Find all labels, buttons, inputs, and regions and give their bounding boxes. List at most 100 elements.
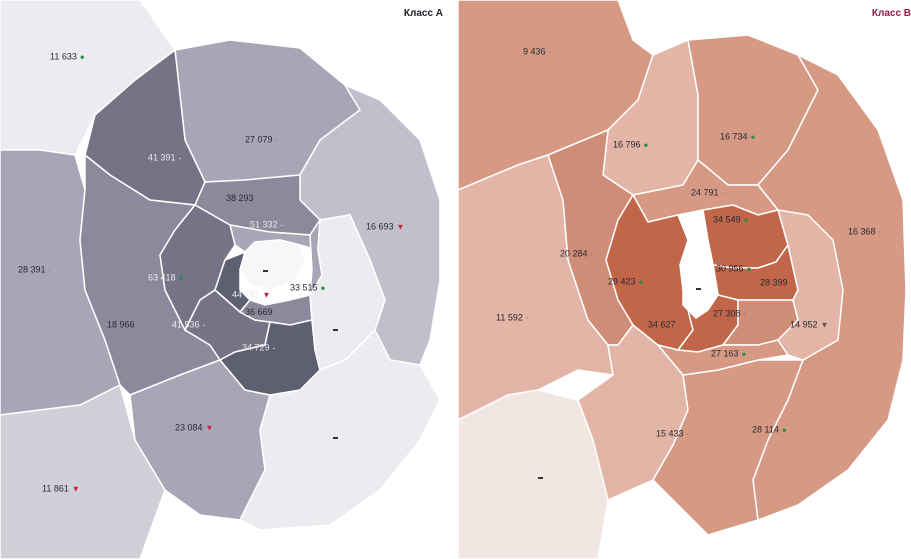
- value: 34 549: [713, 214, 741, 225]
- trend-down-marker: ▼: [262, 290, 271, 300]
- value: 11 592: [496, 312, 523, 323]
- value: 51 332: [250, 219, 278, 230]
- district-label-b17: 28 114 ●: [752, 425, 787, 436]
- district-label-a14: 34 729-: [242, 343, 275, 354]
- zone-a-center: [239, 239, 306, 291]
- district-label-a10: 33 515 ●: [290, 283, 325, 294]
- district-label-b2: 16 796 ●: [613, 140, 648, 151]
- value: 28 399: [760, 277, 788, 288]
- trend-neutral-marker: -: [280, 220, 284, 230]
- district-label-b4: 24 791 ·: [691, 188, 724, 199]
- trend-neutral-marker: ·: [590, 249, 594, 259]
- value: 18 966: [107, 319, 135, 330]
- value: 20 284: [560, 248, 588, 259]
- trend-neutral-marker: ▼: [820, 320, 829, 330]
- value: 9 436: [523, 46, 546, 57]
- map-panel-class-b: Класс В 9 436 · 16 796 ● 16 734 ● 24 791 · 3…: [458, 0, 911, 559]
- value: 27 079: [245, 134, 273, 145]
- value: 30 956: [716, 263, 744, 274]
- value: 16 734: [720, 131, 748, 142]
- no-data-dash: [538, 477, 543, 479]
- trend-neutral-marker: ·: [548, 47, 552, 57]
- trend-neutral-marker: ·: [686, 429, 690, 439]
- value: 16 693: [366, 221, 394, 232]
- district-label-a1: 11 633 ●: [50, 52, 85, 63]
- value: 11 861: [42, 483, 69, 494]
- trend-up-marker: ●: [741, 349, 747, 359]
- value: 36 669: [245, 307, 273, 317]
- district-label-b13: 27 308 ·: [713, 309, 746, 320]
- district-label-a3: 27 079 ·: [245, 135, 278, 146]
- value: 14 952: [790, 319, 818, 330]
- district-label-a15: 23 084 ▼: [175, 423, 213, 434]
- value: 63 418: [148, 272, 176, 283]
- district-label-a16: 11 861 ▼: [42, 484, 80, 495]
- zone-b-center: [679, 223, 719, 319]
- value: 27 308: [713, 308, 741, 319]
- trend-up-marker: ●: [79, 52, 85, 62]
- trend-neutral-marker: ·: [678, 320, 682, 330]
- trend-up-marker: ●: [746, 264, 752, 274]
- zone-a-ring-east-right: [309, 214, 386, 372]
- value: 11 633: [50, 51, 77, 62]
- no-data-dash: [333, 437, 338, 439]
- trend-down-marker: ▼: [396, 222, 405, 232]
- district-label-a11: 18 966 ·: [107, 320, 140, 331]
- class-b-title: Класс В: [871, 8, 911, 19]
- trend-neutral-marker: -: [272, 343, 276, 353]
- district-label-a13: 36 669: [245, 307, 273, 317]
- trend-neutral-marker: -: [178, 153, 182, 163]
- district-label-b12: 34 627 ·: [648, 320, 681, 331]
- no-data-dash: [696, 288, 701, 290]
- district-label-b7: 20 284 ·: [560, 249, 593, 260]
- value: 38 293: [226, 193, 254, 203]
- district-label-b11: 11 592 ·: [496, 313, 529, 324]
- trend-up-marker: ●: [781, 425, 787, 435]
- district-label-a4: 16 693 ▼: [366, 222, 404, 233]
- district-label-b1: 9 436 ·: [523, 47, 551, 58]
- trend-up-marker: ●: [743, 215, 749, 225]
- map-class-a: [0, 0, 441, 559]
- district-label-b6: 16 368 ·: [848, 227, 881, 238]
- district-label-b8: 29 423 ●: [608, 277, 643, 288]
- district-label-a12: 41 536-: [172, 320, 205, 331]
- value: 16 368: [848, 226, 876, 237]
- district-label-a6: 51 332-: [250, 220, 283, 231]
- district-label-a9: 44 797 ▼: [232, 290, 270, 301]
- value: 24 791: [691, 187, 719, 198]
- district-label-b9: 30 956 ●: [716, 264, 751, 275]
- trend-down-marker: ▼: [205, 423, 214, 433]
- district-label-b10: 28 399 ·: [760, 278, 793, 289]
- district-label-a2: 41 391-: [148, 153, 181, 164]
- trend-neutral-marker: ·: [878, 227, 882, 237]
- district-label-b3: 16 734 ●: [720, 132, 755, 143]
- value: 41 536: [172, 319, 200, 330]
- trend-down-marker: ▼: [71, 484, 80, 494]
- value: 23 084: [175, 422, 203, 433]
- district-label-b5: 34 549 ●: [713, 215, 748, 226]
- value: 33 515: [290, 282, 318, 293]
- district-label-a7: 28 391 ·: [18, 265, 51, 276]
- value: 34 729: [242, 342, 270, 353]
- district-label-b15: 27 163 ●: [711, 349, 746, 360]
- value: 29 423: [608, 276, 636, 287]
- value: 15 433: [656, 428, 684, 439]
- trend-up-marker: ●: [320, 283, 326, 293]
- trend-neutral-marker: ·: [275, 135, 279, 145]
- value: 44 797: [232, 289, 260, 300]
- trend-neutral-marker: ·: [48, 265, 52, 275]
- value: 34 627: [648, 319, 676, 330]
- trend-up-marker: ●: [638, 277, 644, 287]
- no-data-dash: [263, 270, 268, 272]
- no-data-dash: [333, 329, 338, 331]
- trend-neutral-marker: ·: [525, 313, 529, 323]
- trend-neutral-marker: ·: [790, 278, 794, 288]
- trend-up-marker: ●: [750, 132, 756, 142]
- district-label-b14: 14 952 ▼: [790, 320, 828, 331]
- trend-up-marker: ●: [178, 273, 184, 283]
- district-label-a5: 38 293: [226, 193, 254, 203]
- trend-up-marker: ●: [643, 140, 649, 150]
- value: 28 114: [752, 424, 779, 435]
- trend-neutral-marker: ·: [137, 320, 141, 330]
- trend-neutral-marker: ·: [743, 309, 747, 319]
